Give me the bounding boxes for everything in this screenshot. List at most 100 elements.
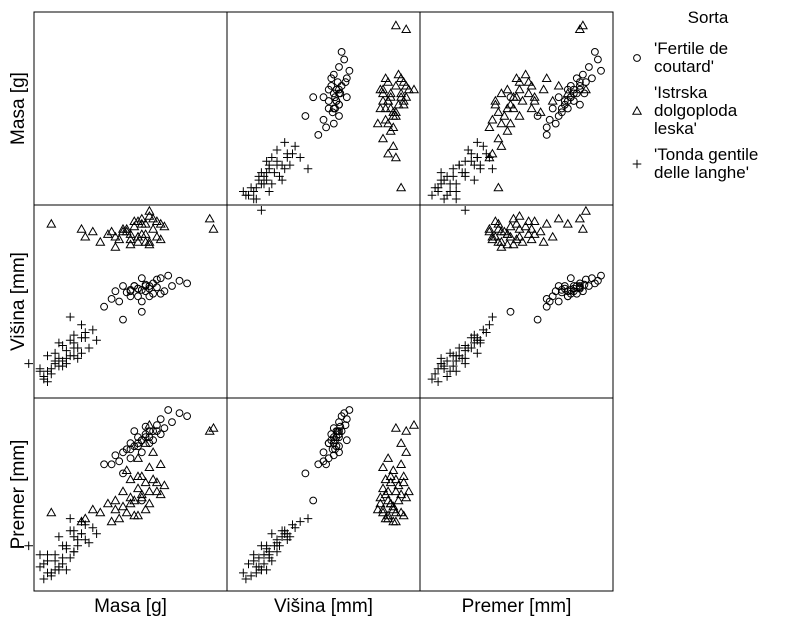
data-point-triangle xyxy=(574,213,585,223)
data-point-triangle xyxy=(505,99,516,109)
data-point-plus xyxy=(54,532,64,541)
data-point-triangle xyxy=(140,437,151,447)
data-point-circle xyxy=(506,307,515,316)
data-point-plus xyxy=(77,517,86,526)
data-point-circle xyxy=(111,451,120,460)
legend-label: 'Tonda gentile delle langhe' xyxy=(654,145,758,182)
data-point-plus xyxy=(88,523,98,532)
data-point-triangle xyxy=(125,492,136,502)
data-point-triangle xyxy=(487,114,498,124)
data-point-plus xyxy=(239,187,248,196)
data-point-plus xyxy=(295,153,305,162)
data-point-circle xyxy=(122,288,131,297)
data-point-plus xyxy=(433,377,443,386)
data-point-plus xyxy=(252,562,261,572)
data-point-plus xyxy=(257,541,266,551)
data-point-plus xyxy=(466,343,476,353)
data-point-triangle xyxy=(502,239,513,249)
data-point-circle xyxy=(153,283,161,292)
data-point-circle xyxy=(572,289,581,298)
data-point-circle xyxy=(335,433,343,442)
data-point-circle xyxy=(141,280,150,289)
data-point-plus xyxy=(451,194,461,204)
data-point-triangle xyxy=(132,231,144,241)
data-point-plus xyxy=(454,160,464,170)
data-point-triangle xyxy=(144,205,155,215)
data-point-plus xyxy=(427,190,437,200)
data-point-triangle xyxy=(484,122,495,131)
data-point-plus xyxy=(442,372,452,381)
data-point-circle xyxy=(319,115,328,124)
data-point-plus xyxy=(259,179,269,189)
data-point-circle xyxy=(551,287,560,296)
data-point-triangle xyxy=(375,492,386,502)
data-point-triangle xyxy=(487,231,498,241)
data-point-triangle xyxy=(125,498,136,508)
data-point-circle xyxy=(335,112,343,120)
data-point-circle xyxy=(542,131,551,139)
data-point-circle xyxy=(119,315,127,324)
data-point-plus xyxy=(65,526,75,535)
data-point-plus xyxy=(47,369,56,379)
data-point-triangle xyxy=(553,213,564,223)
data-point-triangle xyxy=(377,504,389,514)
data-point-circle xyxy=(328,108,337,117)
data-point-plus xyxy=(241,574,251,584)
data-point-plus xyxy=(65,312,75,322)
data-point-triangle xyxy=(493,107,504,116)
data-point-plus xyxy=(81,328,90,337)
data-point-circle xyxy=(545,115,554,124)
data-point-triangle xyxy=(541,218,552,228)
data-point-circle xyxy=(542,302,551,311)
data-point-circle xyxy=(324,85,333,94)
data-point-triangle xyxy=(155,234,166,244)
data-point-triangle xyxy=(204,213,215,223)
data-point-plus xyxy=(445,348,455,358)
data-point-triangle xyxy=(505,118,516,128)
data-point-plus xyxy=(39,574,49,584)
data-point-circle xyxy=(126,454,135,463)
data-point-triangle xyxy=(383,148,394,158)
data-point-triangle xyxy=(401,447,412,456)
data-point-triangle xyxy=(132,483,144,493)
data-point-circle xyxy=(332,97,341,105)
data-point-triangle xyxy=(377,462,389,471)
data-point-circle xyxy=(533,315,542,324)
data-point-triangle xyxy=(121,223,132,233)
data-point-triangle xyxy=(398,471,409,480)
data-point-triangle xyxy=(484,226,495,236)
data-point-plus xyxy=(473,333,482,342)
data-point-triangle xyxy=(129,510,140,520)
data-point-plus xyxy=(473,348,482,358)
data-point-plus xyxy=(451,187,461,196)
data-point-triangle xyxy=(380,73,391,82)
data-point-plus xyxy=(457,168,467,177)
data-point-plus xyxy=(246,571,256,581)
legend-item: 'Fertile de coutard' xyxy=(633,39,728,76)
data-point-triangle xyxy=(523,216,534,225)
data-point-triangle xyxy=(580,84,591,94)
data-point-triangle xyxy=(136,492,147,502)
data-point-circle xyxy=(566,274,575,283)
data-point-plus xyxy=(35,364,45,373)
data-point-triangle xyxy=(140,236,151,246)
data-point-triangle xyxy=(140,504,151,514)
data-point-plus xyxy=(92,336,101,345)
data-point-plus xyxy=(69,547,79,557)
data-point-triangle xyxy=(396,459,407,468)
data-point-plus xyxy=(249,550,258,560)
data-point-circle xyxy=(100,460,108,469)
data-point-plus xyxy=(50,348,60,358)
data-point-circle xyxy=(580,280,589,289)
data-point-plus xyxy=(460,206,470,215)
data-point-triangle xyxy=(375,498,386,508)
data-point-circle xyxy=(340,55,349,64)
legend-marker-triangle xyxy=(631,105,643,115)
data-point-plus xyxy=(65,514,75,523)
data-point-circle xyxy=(563,292,572,301)
data-point-plus xyxy=(454,343,464,353)
data-point-circle xyxy=(591,48,599,56)
data-point-plus xyxy=(73,535,82,544)
data-point-plus xyxy=(257,206,266,215)
data-point-triangle xyxy=(102,498,113,508)
